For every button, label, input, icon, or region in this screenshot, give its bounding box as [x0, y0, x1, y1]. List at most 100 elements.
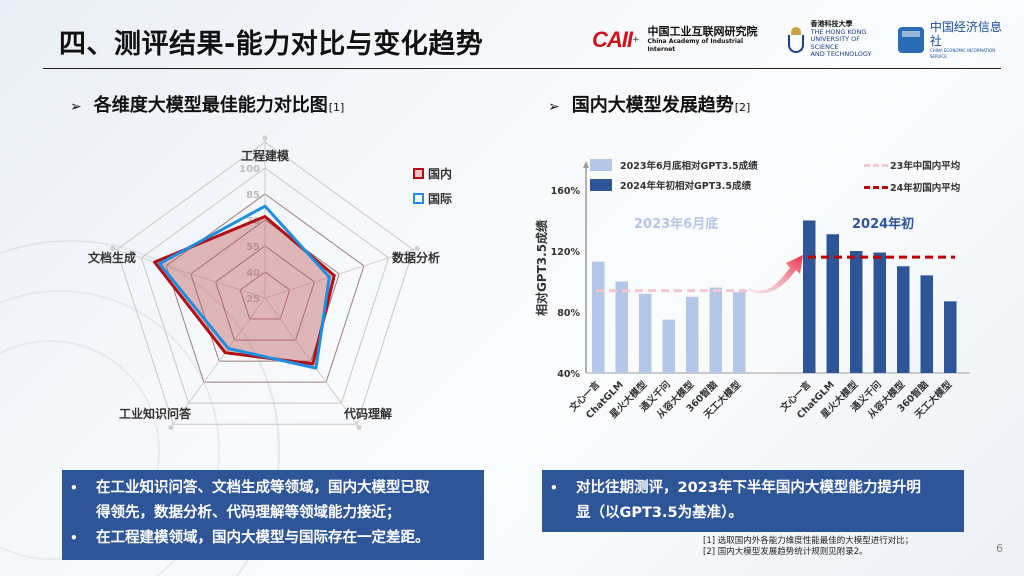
footnote-2: [2] 国内大模型发展趋势统计规则见附录2。 [703, 547, 868, 557]
caii-name-en: China Academy of Industrial Internet [647, 38, 744, 53]
page-title: 四、测评结果-能力对比与变化趋势 [59, 29, 484, 60]
partner-logos: CAII + 中国工业互联网研究院 China Academy of Indus… [592, 18, 1012, 62]
radar-spoke-arrow-icon [262, 135, 268, 141]
y-axis-label: 相对GPT3.5成绩 [534, 220, 549, 316]
bar [803, 220, 816, 373]
radar-summary-callout: • 在工业知识问答、文档生成等领域，国内大模型已取 得领先，数据分析、代码理解等领… [62, 470, 484, 560]
bar [615, 281, 628, 373]
legend-label-2024: 2024年年初相对GPT3.5成绩 [620, 181, 752, 192]
radar-spoke [170, 297, 266, 428]
radar-grid-ring [140, 167, 390, 404]
legend-item-2023: 2023年6月底相对GPT3.5成绩 [590, 158, 758, 172]
radar-spoke-arrow-icon [110, 246, 116, 252]
legend-label-domestic: 国内 [428, 167, 453, 181]
footnote-1: [1] 选取国内外各能力维度性能最佳的大模型进行对比； [703, 536, 914, 546]
hkust-name-en-1: THE HONG KONG [810, 27, 867, 36]
bar [920, 275, 933, 373]
legend-label-avg-2023: 23年中国内平均 [890, 161, 961, 172]
arrow-bullet-icon: ➢ [70, 99, 82, 115]
legend-label-2023: 2023年6月底相对GPT3.5成绩 [620, 161, 758, 172]
y-axis-arrow-icon [583, 161, 589, 168]
trend-section-title: ➢ 国内大模型发展趋势 [2] [548, 91, 750, 117]
radar-section-title: ➢ 各维度大模型最佳能力对比图 [1] [70, 91, 344, 117]
caii-logo: CAII + 中国工业互联网研究院 China Academy of Indus… [592, 26, 769, 54]
radar-grid-ring [190, 219, 340, 362]
cei-name-en: CHINA ECONOMIC INFORMATION SERVICE [929, 48, 996, 59]
bullet: • [70, 531, 78, 545]
hkust-name-cn: 香港科技大學 [810, 20, 853, 29]
bullet: • [550, 481, 558, 495]
radar-series-international [157, 204, 331, 370]
bar [709, 287, 722, 373]
y-tick-label: 120% [551, 247, 581, 258]
y-tick-label: 40% [557, 369, 580, 380]
bar [944, 301, 957, 373]
radar-grid-ring [239, 271, 291, 320]
radar-axis-label: 工业知识问答 [119, 406, 192, 421]
radar-axis-label: 代码理解 [343, 406, 392, 421]
caii-mark: CAII [592, 27, 633, 52]
radar-spoke [264, 248, 418, 299]
legend-swatch-2023 [590, 159, 612, 171]
legend-item-domestic: 国内 [413, 165, 452, 182]
bullet [550, 501, 576, 526]
arrow-bullet-icon: ➢ [548, 99, 560, 115]
bar [686, 296, 699, 373]
footnote-ref-1: [1] [328, 101, 345, 114]
group-label-2024: 2024年初 [852, 217, 915, 232]
hkust-name-en-3: AND TECHNOLOGY [810, 50, 872, 59]
bar [592, 261, 605, 373]
cei-name-cn: 中国经济信息社 [929, 20, 1002, 48]
legend-swatch-international [413, 193, 424, 204]
growth-arrow-icon [748, 255, 803, 294]
group-label-2023: 2023年6月底 [634, 217, 719, 232]
radar-spoke-arrow-icon [414, 246, 420, 252]
bar [733, 292, 746, 373]
radar-spoke-arrow-icon [168, 424, 174, 430]
legend-line-avg-2024 [864, 185, 888, 189]
radar-section-title-text: 各维度大模型最佳能力对比图 [93, 95, 328, 116]
legend-item-2024: 2024年年初相对GPT3.5成绩 [590, 178, 751, 192]
radar-spoke-arrow-icon [356, 424, 362, 430]
trend-summary-callout: • 对比往期测评，2023年下半年国内大模型能力提升明 显（以GPT3.5为基准）… [542, 470, 964, 532]
radar-legend: 国内 国际 [413, 165, 452, 215]
radar-spoke [112, 248, 266, 299]
radar-axis-label: 文档生成 [88, 250, 136, 265]
bar [639, 293, 652, 373]
cei-logo: 中国经济信息社 CHINA ECONOMIC INFORMATION SERVI… [898, 20, 1012, 60]
footnote-ref-2: [2] [734, 101, 751, 114]
callout-line: 显（以GPT3.5为基准）。 [576, 505, 743, 521]
footnotes: [1] 选取国内外各能力维度性能最佳的大模型进行对比； [2] 国内大模型发展趋… [703, 536, 913, 558]
legend-item-avg-2023: 23年中国内平均 [864, 158, 960, 172]
legend-item-avg-2024: 24年初国内平均 [864, 180, 960, 194]
callout-line: 在工程建模领域，国内大模型与国际存在一定差距。 [96, 530, 430, 546]
caii-name-cn: 中国工业互联网研究院 [647, 25, 758, 38]
radar-grid-ring [116, 141, 414, 425]
hkust-logo: 香港科技大學 THE HONG KONG UNIVERSITY OF SCIEN… [787, 21, 889, 59]
hkust-emblem-icon [787, 27, 805, 53]
legend-item-international: 国际 [413, 190, 452, 207]
bullet: • [70, 481, 78, 495]
radar-tick-label: 25 [246, 294, 260, 305]
bar [873, 252, 886, 373]
radar-tick-label: 85 [246, 190, 260, 201]
callout-line: 在工业知识问答、文档生成等领域，国内大模型已取 [96, 480, 430, 496]
radar-axis-label: 工程建模 [241, 148, 290, 163]
radar-tick-label: 100 [239, 164, 260, 175]
hkust-name-en-2: UNIVERSITY OF SCIENCE [810, 35, 860, 51]
bullet [70, 501, 96, 526]
radar-tick-label: 55 [246, 242, 260, 253]
page-number: 6 [996, 542, 1003, 555]
caii-plus: + [632, 35, 640, 45]
bar [826, 234, 839, 373]
legend-swatch-domestic [413, 168, 424, 179]
bar [850, 251, 863, 373]
callout-line: 对比往期测评，2023年下半年国内大模型能力提升明 [576, 480, 921, 496]
legend-line-avg-2023 [864, 163, 888, 167]
header-divider [43, 68, 1001, 69]
bar [897, 266, 910, 373]
legend-label-international: 国际 [428, 192, 453, 206]
radar-grid-ring [214, 245, 316, 341]
